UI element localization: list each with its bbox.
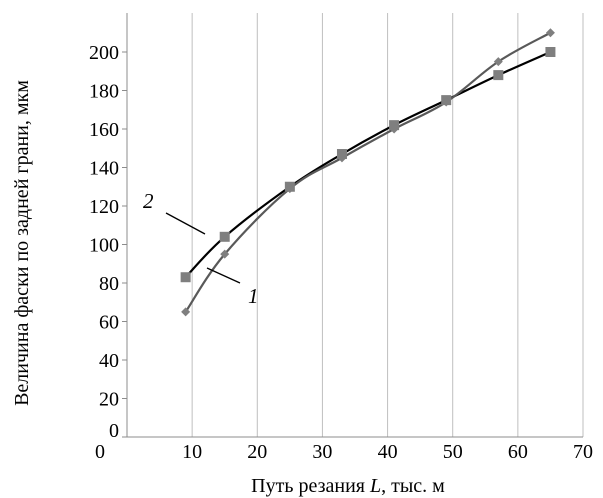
series-2-point	[180, 272, 191, 283]
y-tick-label-20: 20	[99, 389, 119, 411]
x-tick-label-40: 40	[378, 441, 398, 463]
x-tick-label-70: 70	[573, 441, 593, 463]
series-2-point	[219, 231, 230, 242]
x-tick-label-20: 20	[247, 441, 267, 463]
series-1-point	[545, 28, 555, 38]
x-axis-title-variable: L	[369, 475, 381, 497]
y-tick-label-60: 60	[99, 312, 119, 334]
series-1-point	[285, 184, 295, 194]
y-tick-label-120: 120	[89, 196, 119, 218]
x-axis-title-part: Путь резания	[251, 475, 370, 497]
x-tick-label-60: 60	[508, 441, 528, 463]
x-axis-title: Путь резания L, тыс. м	[251, 475, 445, 497]
y-axis-title: Величина фаски по задней грани, мкм	[11, 80, 33, 406]
series-1-point	[389, 124, 399, 134]
series-2-line	[184, 50, 551, 278]
series-1-point	[181, 307, 191, 317]
y-tick-label-40: 40	[99, 350, 119, 372]
series-1-point	[220, 249, 230, 259]
y-tick-label-200: 200	[89, 42, 119, 64]
y-tick-label-160: 160	[89, 119, 119, 141]
series-2-point	[545, 47, 556, 57]
series-1-point	[493, 57, 503, 67]
series-markers	[180, 28, 556, 317]
axes	[122, 13, 583, 438]
y-tick-label-0: 0	[109, 420, 119, 442]
x-tick-label-30: 30	[312, 441, 332, 463]
y-tick-label-80: 80	[99, 273, 119, 295]
series-2-point	[493, 70, 504, 81]
x-tick-label-50: 50	[443, 441, 463, 463]
x-tick-label-10: 10	[182, 441, 202, 463]
annotation-2-label: 2	[143, 189, 154, 213]
grid-lines	[191, 13, 584, 437]
series-1-point	[337, 153, 347, 163]
y-tick-label-100: 100	[89, 235, 119, 257]
annotation-2-leader	[165, 212, 206, 235]
annotations: 12	[143, 189, 259, 308]
series-1-point	[441, 97, 451, 107]
x-tick-label-0: 0	[95, 441, 105, 463]
tick-labels: 0 20 40 60 80 100 120 140 160 180 200 0 10 20 30 40 50 60…	[89, 42, 593, 463]
annotation-1-label: 1	[248, 284, 259, 308]
annotation-1-leader	[206, 267, 241, 284]
y-tick-label-140: 140	[89, 158, 119, 180]
x-axis-title-unit: , тыс. м	[381, 475, 445, 497]
y-tick-label-180: 180	[89, 81, 119, 103]
